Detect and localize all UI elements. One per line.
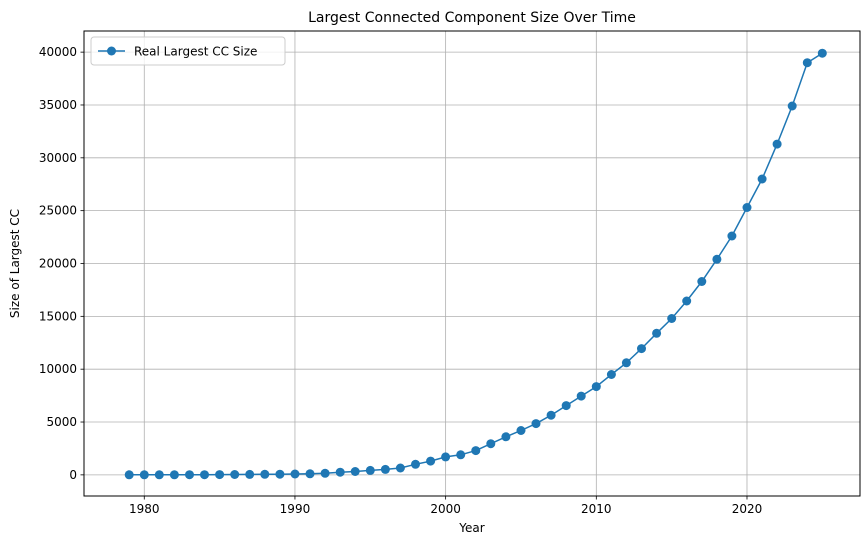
data-point [546,410,556,420]
y-tick-label: 35000 [39,98,77,112]
series-layer [124,48,827,480]
data-point [456,450,466,460]
data-point [531,419,541,429]
data-point [169,470,179,480]
data-point [576,391,586,401]
data-point [712,254,722,264]
x-axis: 1980 1990 2000 2010 2020 [129,496,762,516]
data-point [772,139,782,149]
data-point [501,432,511,442]
y-tick-label: 20000 [39,257,77,271]
data-point [185,470,194,480]
data-point [395,463,405,473]
x-tick-label: 2010 [581,502,612,516]
data-point [230,470,240,479]
data-point [682,296,692,306]
legend-box [90,36,286,66]
x-tick-label: 2000 [430,502,461,516]
data-point [350,467,360,476]
chart-title: Largest Connected Component Size Over Ti… [308,10,636,26]
y-axis-label: Size of Largest CC [8,209,22,318]
data-point [606,370,616,379]
data-point [124,470,134,480]
legend-marker [107,46,116,56]
y-tick-label: 10000 [39,362,77,376]
x-tick-label: 1980 [129,502,160,516]
data-point [486,439,496,449]
data-point [320,468,330,478]
data-point [697,277,707,286]
legend-label: Real Largest CC Size [134,45,257,59]
y-axis: 0 5000 10000 15000 20000 25000 30000 35000 40000 [39,45,84,482]
x-tick-label: 1990 [280,502,311,516]
data-point [275,469,285,479]
data-point [621,358,631,368]
data-point [245,469,255,479]
y-tick-label: 5000 [46,415,77,429]
data-point [260,469,270,479]
data-point [667,314,677,323]
data-point [200,470,209,480]
data-point [139,470,149,480]
data-point [757,174,767,184]
data-point [380,464,390,474]
data-point [411,459,420,469]
data-point [817,48,827,58]
data-point [742,203,752,212]
data-point [335,467,345,477]
data-point [591,382,601,392]
data-point [441,452,451,462]
y-tick-label: 15000 [39,309,77,323]
data-point [365,465,375,475]
x-axis-label: Year [458,521,484,535]
data-point [652,328,662,338]
y-tick-label: 40000 [39,45,77,59]
data-point [305,469,315,479]
grid [84,31,860,496]
y-tick-label: 0 [69,468,77,482]
data-point [215,470,225,480]
data-point [516,426,526,435]
data-point [802,58,812,68]
data-point [471,446,481,456]
x-tick-label: 2020 [732,502,763,516]
data-point [637,344,646,354]
legend: Real Largest CC Size [90,36,286,66]
y-tick-label: 30000 [39,151,77,165]
data-point [426,456,436,466]
data-point [787,101,797,111]
y-tick-label: 25000 [39,204,77,218]
data-point [154,470,164,480]
data-point [561,401,571,411]
data-point [290,469,300,479]
data-point [727,231,737,241]
